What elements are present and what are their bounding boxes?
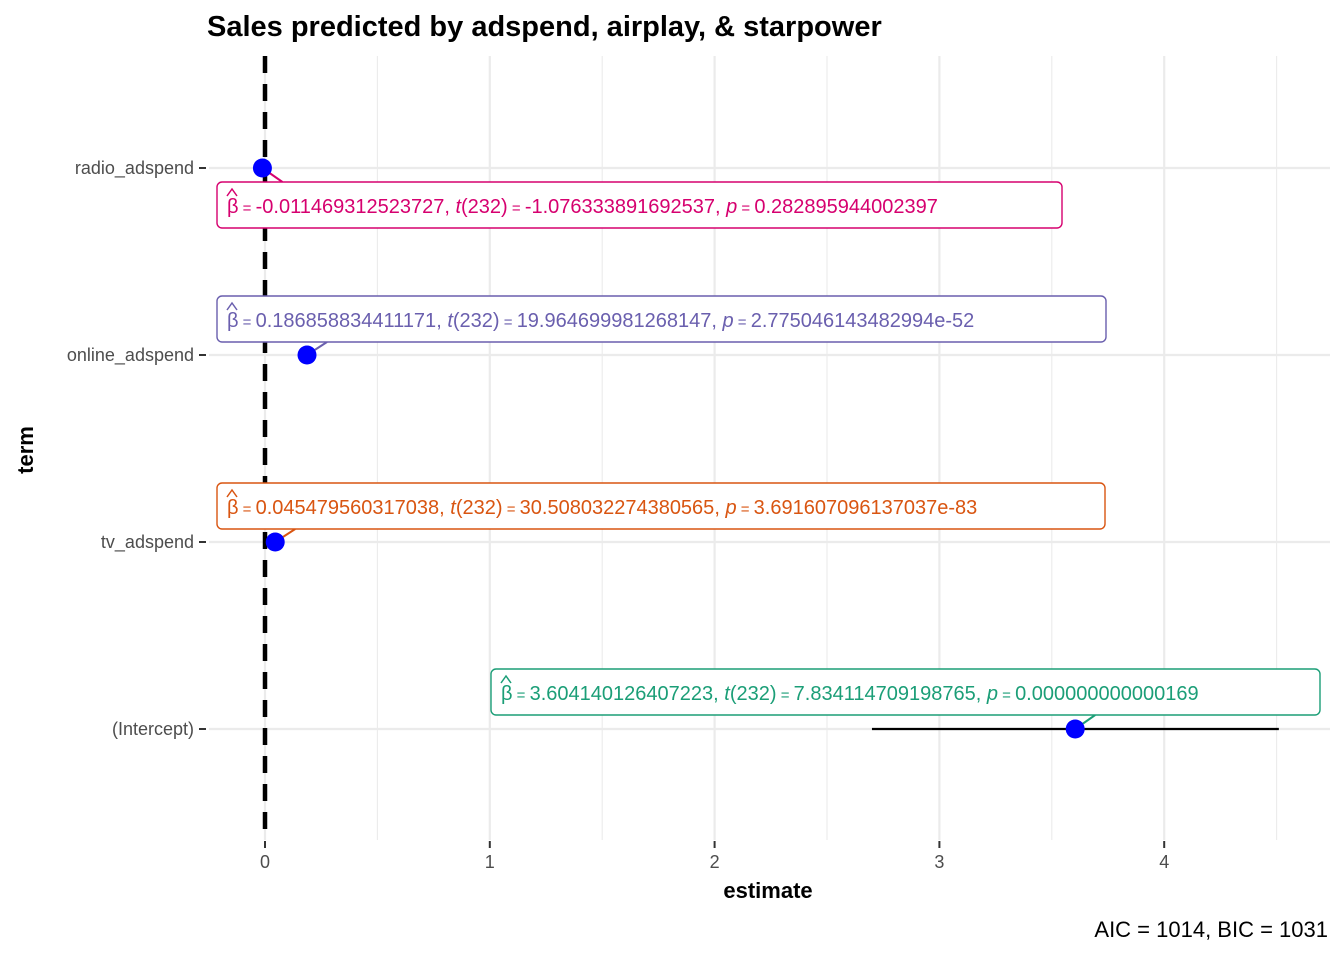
equals-sign: = [734,314,751,331]
x-tick-label-1: 1 [485,852,495,872]
estimate-label-2: β = 0.045479560317038, t(232) = 30.50803… [216,482,1106,530]
label-text-3: β = 3.604140126407223, t(232) = 7.834114… [501,683,1199,705]
grid [209,56,1330,840]
estimate-label-1: β = 0.186858834411171, t(232) = 19.96469… [216,295,1107,343]
y-tick-label-3: (Intercept) [112,719,194,739]
y-tick-label-0: radio_adspend [75,158,194,179]
label-text-1: β = 0.186858834411171, t(232) = 19.96469… [227,310,974,332]
caption: AIC = 1014, BIC = 1031 [1094,917,1328,942]
df-value: (232) [456,497,503,519]
label-box-2 [216,482,1106,530]
estimate-point-3 [1065,719,1085,739]
x-axis: 0 1 2 3 4 [260,841,1169,872]
separator: , [976,683,987,705]
x-tick-label-0: 0 [260,852,270,872]
label-box-0 [216,181,1063,229]
t-symbol: t [447,310,454,332]
p-symbol: p [986,683,998,705]
estimate-point-0 [252,158,272,178]
beta-hat-icon [500,674,512,684]
estimate-point-2 [265,532,285,552]
confidence-intervals [257,166,1279,731]
beta-value: -0.011469312523727 [256,196,445,218]
t-symbol: t [724,683,731,705]
separator: , [714,497,725,519]
t-value: 7.834114709198765 [794,683,976,705]
p-value: 2.775046143482994e-52 [751,310,975,332]
equals-sign: = [239,314,256,331]
chart-title: Sales predicted by adspend, airplay, & s… [207,11,882,43]
equals-sign: = [239,501,256,518]
estimate-label-0: β = -0.011469312523727, t(232) = -1.0763… [216,181,1063,229]
p-value: 0.282895944002397 [754,196,938,218]
beta-symbol: β [501,683,513,705]
p-value: 3.691607096137037e-83 [754,497,978,519]
beta-hat-icon [226,488,238,498]
label-box-3 [490,668,1321,716]
p-symbol: p [724,497,736,519]
beta-hat-icon [226,301,238,311]
beta-hat-icon [226,187,238,197]
x-tick-label-2: 2 [710,852,720,872]
t-symbol: t [450,497,457,519]
equals-sign: = [500,314,517,331]
beta-value: 3.604140126407223 [530,683,714,705]
estimate-points [252,158,1085,739]
x-axis-title: estimate [723,878,812,903]
label-connectors [261,167,1096,730]
label-box-1 [216,295,1107,343]
y-axis-title: term [13,426,38,474]
separator: , [436,310,447,332]
separator: , [444,196,455,218]
y-axis: radio_adspend online_adspend tv_adspend (In… [67,158,206,739]
equals-sign: = [737,501,754,518]
separator: , [711,310,722,332]
estimate-label-3: β = 3.604140126407223, t(232) = 7.834114… [490,668,1321,716]
beta-symbol: β [227,310,239,332]
equals-sign: = [737,200,754,217]
p-value: 0.000000000000169 [1015,683,1199,705]
equals-sign: = [239,200,256,217]
p-symbol: p [725,196,737,218]
equals-sign: = [777,687,794,704]
t-symbol: t [455,196,462,218]
label-text-0: β = -0.011469312523727, t(232) = -1.0763… [227,196,938,218]
p-symbol: p [721,310,733,332]
label-text-2: β = 0.045479560317038, t(232) = 30.50803… [227,497,977,519]
df-value: (232) [461,196,508,218]
beta-value: 0.186858834411171 [256,310,437,332]
x-tick-label-4: 4 [1159,852,1169,872]
t-value: -1.076333891692537 [525,196,715,218]
df-value: (232) [730,683,777,705]
separator: , [715,196,726,218]
equals-sign: = [508,200,525,217]
beta-symbol: β [227,196,239,218]
y-tick-label-1: online_adspend [67,345,194,366]
y-tick-label-2: tv_adspend [101,532,194,553]
equals-sign: = [998,687,1015,704]
x-tick-label-3: 3 [934,852,944,872]
t-value: 30.508032274380565 [520,497,715,519]
equals-sign: = [503,501,520,518]
beta-value: 0.045479560317038 [256,497,440,519]
beta-symbol: β [227,497,239,519]
estimate-point-1 [297,345,317,365]
equals-sign: = [513,687,530,704]
separator: , [713,683,724,705]
estimate-labels: β = -0.011469312523727, t(232) = -1.0763… [216,181,1321,716]
df-value: (232) [453,310,500,332]
t-value: 19.964699981268147 [517,310,712,332]
separator: , [439,497,450,519]
